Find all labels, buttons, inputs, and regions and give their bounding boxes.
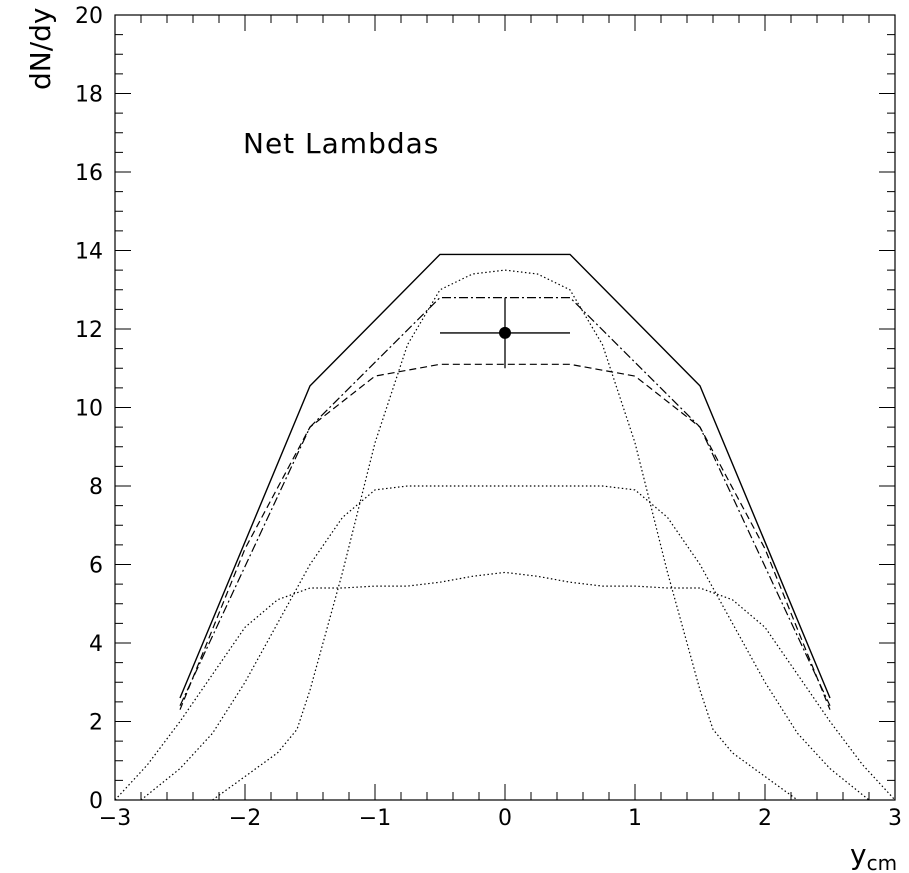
y-tick-label: 0 xyxy=(89,789,103,814)
y-tick-label: 14 xyxy=(75,240,103,265)
series-line-dotted-4 xyxy=(212,269,798,801)
series-line-solid-1 xyxy=(179,253,831,699)
data-point-marker xyxy=(499,326,511,339)
y-tick-label: 6 xyxy=(89,554,103,579)
x-axis-title-main: y xyxy=(850,838,867,871)
series-line-dotted-6 xyxy=(114,571,896,801)
plot-area xyxy=(114,253,896,801)
y-tick-label: 10 xyxy=(75,397,103,422)
series-line-dashed-3 xyxy=(179,363,831,710)
x-tick-label: −3 xyxy=(99,806,131,831)
y-tick-label: 16 xyxy=(75,161,103,186)
y-tick-label: 18 xyxy=(75,83,103,108)
y-axis-title: dN/dy xyxy=(24,8,57,91)
y-tick-label: 2 xyxy=(89,711,103,736)
chart-annotation: Net Lambdas xyxy=(243,127,439,160)
x-tick-label: 0 xyxy=(498,806,512,831)
x-tick-label: −2 xyxy=(229,806,261,831)
x-axis-title-sub: cm xyxy=(867,851,897,873)
x-axis-title: ycm xyxy=(850,838,897,873)
x-tick-label: 3 xyxy=(888,806,902,831)
plot-frame xyxy=(114,14,896,801)
y-tick-label: 4 xyxy=(89,632,103,657)
x-tick-label: 2 xyxy=(758,806,772,831)
x-tick-label: −1 xyxy=(359,806,391,831)
y-tick-label: 8 xyxy=(89,475,103,500)
y-tick-label: 20 xyxy=(75,4,103,29)
x-tick-label: 1 xyxy=(628,806,642,831)
y-tick-label: 12 xyxy=(75,318,103,343)
series-line-dotted-5 xyxy=(140,485,870,801)
